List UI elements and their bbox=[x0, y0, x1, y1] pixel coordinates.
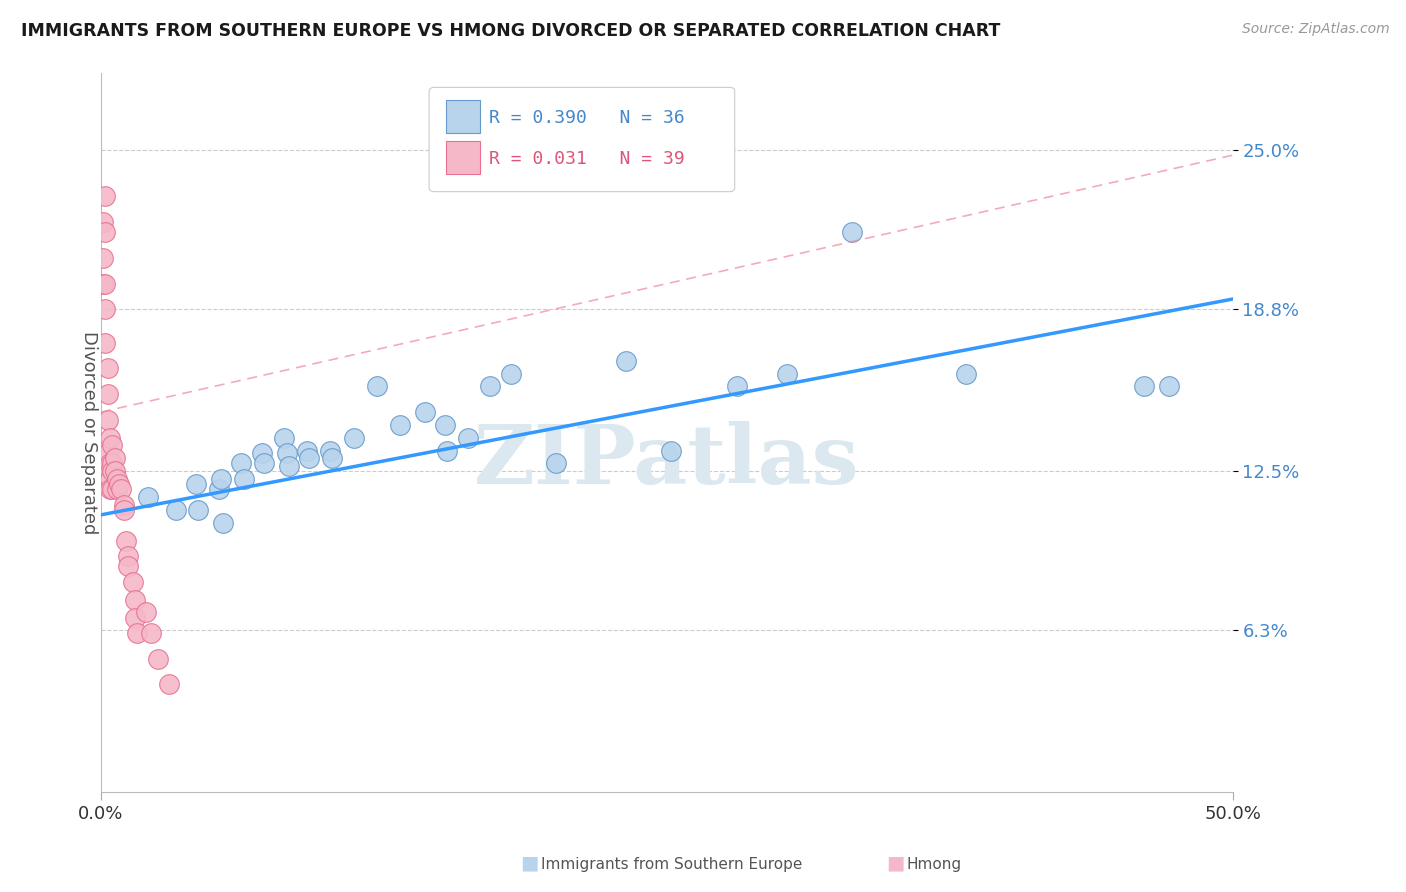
Point bbox=[105, 472, 128, 486]
Point bbox=[91, 251, 114, 265]
Point bbox=[112, 502, 135, 516]
Point bbox=[101, 438, 124, 452]
Point bbox=[110, 482, 132, 496]
Point bbox=[413, 405, 436, 419]
Point bbox=[212, 516, 235, 530]
Point bbox=[187, 502, 209, 516]
Point bbox=[321, 451, 343, 466]
Point bbox=[436, 443, 458, 458]
Bar bbox=[446, 141, 479, 174]
Point bbox=[98, 472, 121, 486]
Point bbox=[117, 549, 139, 563]
Point bbox=[94, 225, 117, 239]
Point bbox=[98, 431, 121, 445]
Point bbox=[103, 451, 125, 466]
Point bbox=[94, 335, 117, 350]
Point bbox=[124, 610, 146, 624]
Point bbox=[273, 431, 295, 445]
Text: ■: ■ bbox=[886, 854, 904, 872]
Point bbox=[103, 464, 125, 478]
Text: R = 0.390   N = 36: R = 0.390 N = 36 bbox=[489, 109, 685, 127]
Point bbox=[101, 457, 124, 471]
Point bbox=[105, 482, 128, 496]
Text: ZIPatlas: ZIPatlas bbox=[474, 421, 859, 501]
Point bbox=[725, 379, 748, 393]
Point bbox=[457, 431, 479, 445]
Point bbox=[94, 302, 117, 317]
Point bbox=[157, 677, 180, 691]
Text: IMMIGRANTS FROM SOUTHERN EUROPE VS HMONG DIVORCED OR SEPARATED CORRELATION CHART: IMMIGRANTS FROM SOUTHERN EUROPE VS HMONG… bbox=[21, 22, 1001, 40]
Point bbox=[298, 451, 321, 466]
Point bbox=[231, 457, 253, 471]
Point bbox=[97, 361, 120, 376]
Point bbox=[343, 431, 366, 445]
Point bbox=[121, 574, 143, 589]
Y-axis label: Divorced or Separated: Divorced or Separated bbox=[80, 331, 98, 534]
Point bbox=[1133, 379, 1156, 393]
Point bbox=[276, 446, 298, 460]
Text: Source: ZipAtlas.com: Source: ZipAtlas.com bbox=[1241, 22, 1389, 37]
Point bbox=[139, 626, 162, 640]
FancyBboxPatch shape bbox=[429, 87, 735, 192]
Text: Hmong: Hmong bbox=[907, 857, 962, 872]
Point bbox=[146, 651, 169, 665]
Point bbox=[138, 490, 160, 504]
Point bbox=[318, 443, 340, 458]
Point bbox=[1159, 379, 1181, 393]
Text: Immigrants from Southern Europe: Immigrants from Southern Europe bbox=[541, 857, 803, 872]
Point bbox=[117, 559, 139, 574]
Point bbox=[544, 457, 567, 471]
Point bbox=[97, 413, 120, 427]
Point bbox=[366, 379, 388, 393]
Point bbox=[614, 353, 637, 368]
Point bbox=[108, 477, 131, 491]
Point bbox=[208, 482, 231, 496]
Point bbox=[479, 379, 502, 393]
Point bbox=[499, 367, 522, 381]
Point bbox=[98, 457, 121, 471]
Point bbox=[209, 472, 232, 486]
Point bbox=[97, 446, 120, 460]
Point bbox=[91, 277, 114, 291]
Point bbox=[659, 443, 682, 458]
Point bbox=[91, 215, 114, 229]
Point bbox=[97, 387, 120, 401]
Text: R = 0.031   N = 39: R = 0.031 N = 39 bbox=[489, 150, 685, 168]
Bar bbox=[446, 100, 479, 133]
Point bbox=[101, 464, 124, 478]
Point bbox=[124, 592, 146, 607]
Point bbox=[433, 417, 456, 432]
Point bbox=[112, 498, 135, 512]
Point bbox=[94, 189, 117, 203]
Point bbox=[135, 606, 157, 620]
Point bbox=[165, 502, 187, 516]
Point bbox=[776, 367, 799, 381]
Point bbox=[115, 533, 138, 548]
Point bbox=[184, 477, 207, 491]
Point bbox=[101, 482, 124, 496]
Point bbox=[232, 472, 254, 486]
Text: ■: ■ bbox=[520, 854, 538, 872]
Point bbox=[98, 482, 121, 496]
Point bbox=[955, 367, 977, 381]
Point bbox=[841, 225, 863, 239]
Point bbox=[295, 443, 318, 458]
Point bbox=[277, 458, 299, 473]
Point bbox=[127, 626, 149, 640]
Point bbox=[250, 446, 273, 460]
Point bbox=[253, 457, 276, 471]
Point bbox=[388, 417, 411, 432]
Point bbox=[94, 277, 117, 291]
